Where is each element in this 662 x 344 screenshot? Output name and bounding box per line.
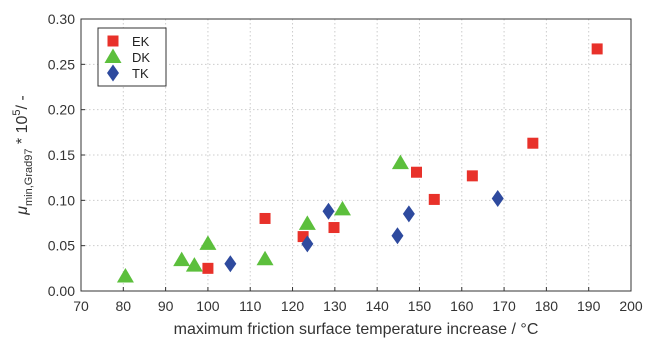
- y-tick-label: 0.25: [48, 56, 75, 72]
- data-point-dk: [116, 267, 134, 283]
- data-point-tk: [301, 235, 314, 253]
- data-point-dk: [391, 154, 409, 170]
- legend-marker-dk: [104, 48, 122, 63]
- y-tick-label: 0.00: [48, 283, 75, 299]
- data-point-tk: [224, 255, 237, 273]
- x-axis-label: maximum friction surface temperature inc…: [174, 321, 539, 338]
- y-tick-label: 0.30: [48, 11, 75, 27]
- y-axis-exponent: 5: [11, 109, 23, 115]
- x-tick-label: 180: [535, 298, 559, 314]
- y-axis-unit: / -: [14, 95, 31, 109]
- data-point-ek: [527, 137, 539, 149]
- axis-ticks: 70 80 90 100 110 120 130 140 150 160 170 180 190 200 0…: [48, 11, 643, 314]
- y-tick-label: 0.20: [48, 102, 75, 118]
- data-point-dk: [298, 215, 316, 230]
- x-tick-label: 130: [323, 298, 347, 314]
- y-tick-label: 0.15: [48, 147, 75, 163]
- x-tick-label: 120: [281, 298, 305, 314]
- data-point-dk: [199, 235, 217, 250]
- x-tick-label: 150: [408, 298, 432, 314]
- data-point-ek: [591, 43, 603, 55]
- x-tick-label: 100: [196, 298, 220, 314]
- y-tick-label: 0.05: [48, 238, 75, 254]
- y-tick-label: 0.10: [48, 192, 75, 208]
- data-point-tk: [491, 190, 504, 208]
- x-tick-label: 160: [450, 298, 474, 314]
- x-tick-label: 170: [492, 298, 516, 314]
- y-axis-symbol: μ: [14, 206, 31, 216]
- data-point-dk: [333, 200, 351, 216]
- data-point-dk: [256, 250, 274, 266]
- data-point-dk: [173, 251, 191, 267]
- x-tick-label: 90: [158, 298, 174, 314]
- y-axis-subscript: min,Grad97: [23, 149, 35, 206]
- legend-label-ek: EK: [132, 34, 150, 49]
- gridlines: [81, 19, 631, 291]
- data-point-ek: [259, 212, 271, 224]
- data-point-ek: [411, 166, 422, 178]
- data-point-tk: [322, 202, 335, 220]
- y-axis-factor: * 10: [14, 115, 31, 148]
- legend-marker-ek: [107, 35, 119, 47]
- data-point-ek: [428, 193, 440, 205]
- x-tick-label: 190: [577, 298, 601, 314]
- x-tick-label: 200: [619, 298, 643, 314]
- x-tick-label: 80: [116, 298, 132, 314]
- legend-label-dk: DK: [132, 50, 150, 65]
- data-point-ek: [297, 231, 309, 243]
- data-point-dk: [185, 257, 203, 272]
- x-tick-label: 110: [239, 298, 262, 314]
- data-point-tk: [391, 227, 404, 245]
- data-point-tk: [402, 205, 415, 223]
- data-point-ek: [202, 262, 214, 274]
- data-point-ek: [466, 170, 478, 182]
- y-axis-label: μmin,Grad97 * 105/ -: [11, 95, 35, 216]
- data-markers: [116, 43, 603, 283]
- x-tick-label: 70: [73, 298, 89, 314]
- legend-label-tk: TK: [132, 66, 149, 81]
- legend-marker-tk: [107, 64, 119, 82]
- x-tick-label: 140: [365, 298, 389, 314]
- data-point-ek: [328, 222, 340, 234]
